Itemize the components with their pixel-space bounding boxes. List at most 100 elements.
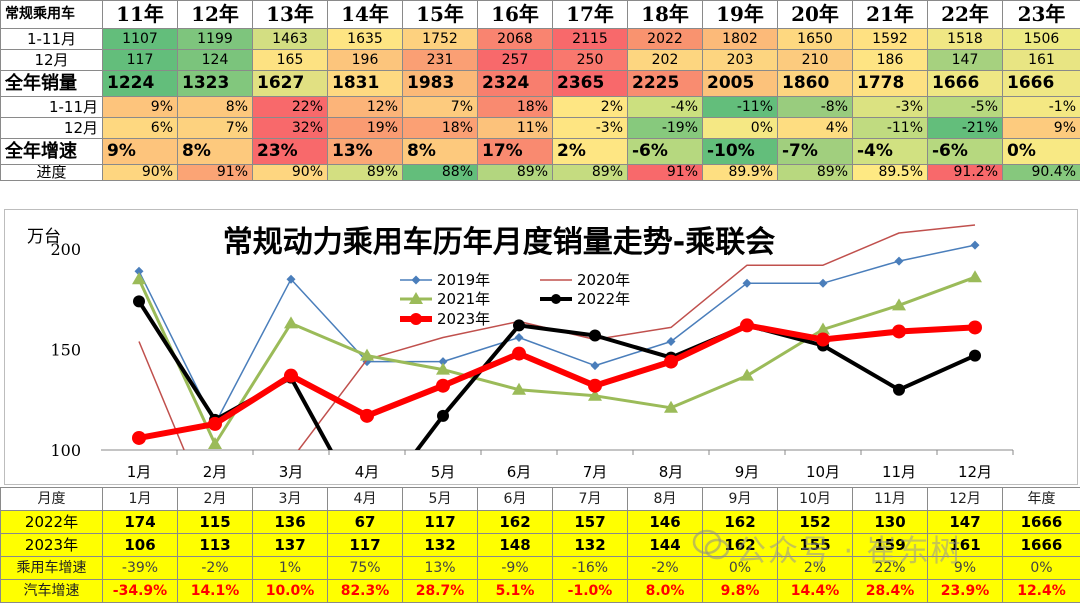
table-cell: -8% [777,96,853,118]
table-cell: 132 [402,533,478,557]
table-cell: 4% [777,117,853,139]
table-cell: -34.9% [102,579,178,603]
table-cell: 1983 [402,70,478,97]
line-chart: 100 150 200 1月 2月 3月 4月 5月 6月 7月 8月 9月 10月 11月 12月 201… [27,224,1014,481]
data-point [132,430,146,445]
data-point [740,368,754,381]
data-point [437,409,449,422]
year-header-row: 常规乘用车 11年 12年 13年 14年 15年 16年 17年 18年 19年 20年 21年 22… [0,0,1080,29]
month-header: 6月 [477,487,553,511]
series-c2020 [138,224,976,450]
table-cell: 8.0% [627,579,703,603]
x-tick-label: 10月 [806,463,840,481]
table-row: 2023年 106 113 137 117 132 148 132 144 162 155 159 16… [0,533,1080,557]
chart-panel: 100 150 200 1月 2月 3月 4月 5月 6月 7月 8月 9月 10月 11月 12月 201… [4,209,1078,485]
table-cell: 14.1% [177,579,253,603]
table-cell: 2115 [552,28,628,50]
table-cell: 165 [252,49,328,71]
row-label: 全年增速 [0,138,103,165]
table-cell: 2022 [627,28,703,50]
table-cell: 7% [177,117,253,139]
table-cell: 174 [102,510,178,534]
table-cell: 28.7% [402,579,478,603]
table-cell: -4% [852,138,928,165]
legend-label: 2020年 [577,271,630,289]
x-tick-label: 7月 [583,463,608,481]
table-cell: 1463 [252,28,328,50]
x-tick-label: 6月 [507,463,532,481]
table-cell: 11% [477,117,553,139]
table-cell: 18% [477,96,553,118]
table-cell: 203 [702,49,778,71]
series-line [138,244,976,425]
table-cell: 148 [477,533,553,557]
table-cell: 1802 [702,28,778,50]
table-cell: 91% [627,164,703,181]
table-cell: 6% [102,117,178,139]
table-cell: -9% [477,556,553,580]
table-cell: -3% [552,117,628,139]
table-cell: 91% [177,164,253,181]
month-header: 月度 [0,487,103,511]
data-point [436,362,450,375]
table-cell: 1224 [102,70,178,97]
table-cell: -2% [177,556,253,580]
table-cell: 231 [402,49,478,71]
table-cell: 152 [777,510,853,534]
table-cell: 2005 [702,70,778,97]
data-point [968,320,982,335]
table-cell: 210 [777,49,853,71]
table-cell: 1199 [177,28,253,50]
table-cell: 1860 [777,70,853,97]
table-cell: 250 [552,49,628,71]
table-cell: 8% [177,96,253,118]
table-cell: 1666 [927,70,1003,97]
table-cell: 9% [102,96,178,118]
table-cell: -19% [627,117,703,139]
table-cell: 12% [327,96,403,118]
table-cell: 0% [702,556,778,580]
table-cell: 28.4% [852,579,928,603]
table-cell: 22% [252,96,328,118]
data-point [893,383,905,396]
series-c2021 [132,270,982,449]
table-cell: 89% [327,164,403,181]
data-point [588,378,602,393]
row-label: 2023年 [0,533,103,557]
table-cell: 186 [852,49,928,71]
year-header: 22年 [927,0,1003,29]
year-header: 23年 [1002,0,1080,29]
table-cell: 1323 [177,70,253,97]
x-tick-label: 2月 [203,463,228,481]
month-header: 10月 [777,487,853,511]
data-point [589,329,601,342]
data-point [892,298,906,311]
x-tick-label: 3月 [279,463,304,481]
table-cell: -6% [927,138,1003,165]
table-cell: 12.4% [1002,579,1080,603]
year-header: 14年 [327,0,403,29]
annual-sales-table: 常规乘用车 11年 12年 13年 14年 15年 16年 17年 18年 19年 20年 21年 22… [0,0,1080,181]
table-cell: 67 [327,510,403,534]
x-tick-label: 1月 [127,463,152,481]
table-cell: 161 [927,533,1003,557]
legend-label: 2022年 [577,290,630,308]
table-cell: 13% [402,556,478,580]
table-cell: 9% [102,138,178,165]
series-line [138,224,976,450]
wechat-icon [692,529,730,560]
table-cell: 132 [552,533,628,557]
data-point [208,416,222,431]
table-cell: 117 [327,533,403,557]
table-cell: 117 [402,510,478,534]
table-cell: -39% [102,556,178,580]
table-cell: 89% [552,164,628,181]
table-cell: 147 [927,49,1003,71]
table-cell: 1592 [852,28,928,50]
data-point [514,332,524,342]
month-header: 年度 [1002,487,1080,511]
data-point [664,400,678,413]
y-tick-label: 200 [50,240,81,259]
data-point [133,295,145,308]
table-row: 汽车增速 -34.9% 14.1% 10.0% 82.3% 28.7% 5.1% -1.0% 8… [0,579,1080,603]
